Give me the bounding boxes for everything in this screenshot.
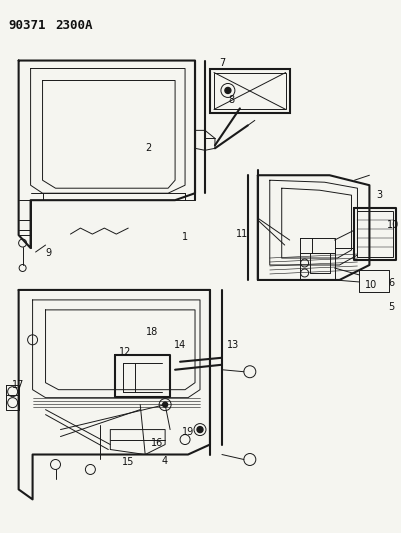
Text: 7: 7 <box>218 58 225 68</box>
Text: 2: 2 <box>145 143 151 154</box>
Circle shape <box>196 426 203 433</box>
Bar <box>213 72 285 109</box>
Text: 9: 9 <box>45 248 51 258</box>
Text: 12: 12 <box>119 347 131 357</box>
Text: 16: 16 <box>151 438 163 448</box>
Text: 5: 5 <box>387 302 393 312</box>
Text: 1: 1 <box>182 232 188 242</box>
Text: 18: 18 <box>146 327 158 337</box>
Text: 6: 6 <box>387 278 393 288</box>
Text: 10: 10 <box>386 220 399 230</box>
Circle shape <box>224 87 230 93</box>
Text: 11: 11 <box>235 229 247 239</box>
Bar <box>209 69 289 114</box>
Text: 14: 14 <box>174 340 186 350</box>
Text: 10: 10 <box>365 280 377 290</box>
Text: 3: 3 <box>375 190 381 200</box>
Bar <box>356 211 392 257</box>
Text: 4: 4 <box>162 456 168 466</box>
Text: 8: 8 <box>228 95 234 106</box>
Text: 17: 17 <box>12 379 25 390</box>
Text: 90371: 90371 <box>9 19 46 31</box>
Text: 13: 13 <box>226 340 239 350</box>
Text: 2300A: 2300A <box>55 19 93 31</box>
Circle shape <box>162 402 167 407</box>
Text: 19: 19 <box>182 426 194 437</box>
Text: 15: 15 <box>122 457 134 467</box>
